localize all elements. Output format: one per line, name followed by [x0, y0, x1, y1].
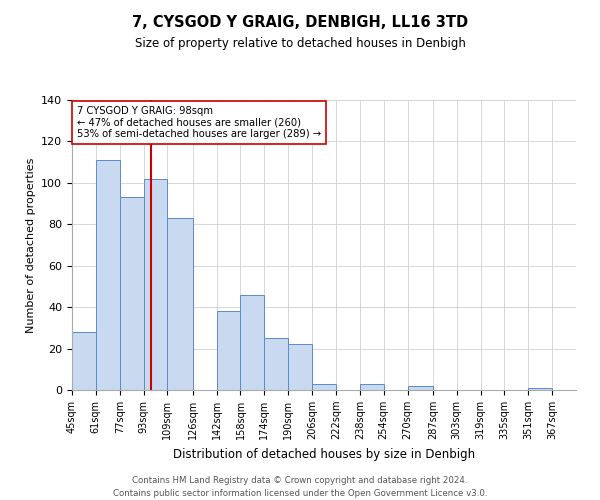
X-axis label: Distribution of detached houses by size in Denbigh: Distribution of detached houses by size … [173, 448, 475, 460]
Bar [217, 312, 241, 390]
Bar [241, 294, 265, 390]
Bar [288, 344, 312, 390]
Bar [528, 388, 552, 390]
Bar [72, 332, 96, 390]
Bar [265, 338, 288, 390]
Y-axis label: Number of detached properties: Number of detached properties [26, 158, 35, 332]
Bar [312, 384, 336, 390]
Bar [96, 160, 120, 390]
Text: 7, CYSGOD Y GRAIG, DENBIGH, LL16 3TD: 7, CYSGOD Y GRAIG, DENBIGH, LL16 3TD [132, 15, 468, 30]
Bar [143, 178, 167, 390]
Bar [407, 386, 433, 390]
Bar [167, 218, 193, 390]
Text: Size of property relative to detached houses in Denbigh: Size of property relative to detached ho… [134, 38, 466, 51]
Bar [120, 198, 143, 390]
Text: Contains HM Land Registry data © Crown copyright and database right 2024.
Contai: Contains HM Land Registry data © Crown c… [113, 476, 487, 498]
Bar [360, 384, 383, 390]
Text: 7 CYSGOD Y GRAIG: 98sqm
← 47% of detached houses are smaller (260)
53% of semi-d: 7 CYSGOD Y GRAIG: 98sqm ← 47% of detache… [77, 106, 321, 139]
